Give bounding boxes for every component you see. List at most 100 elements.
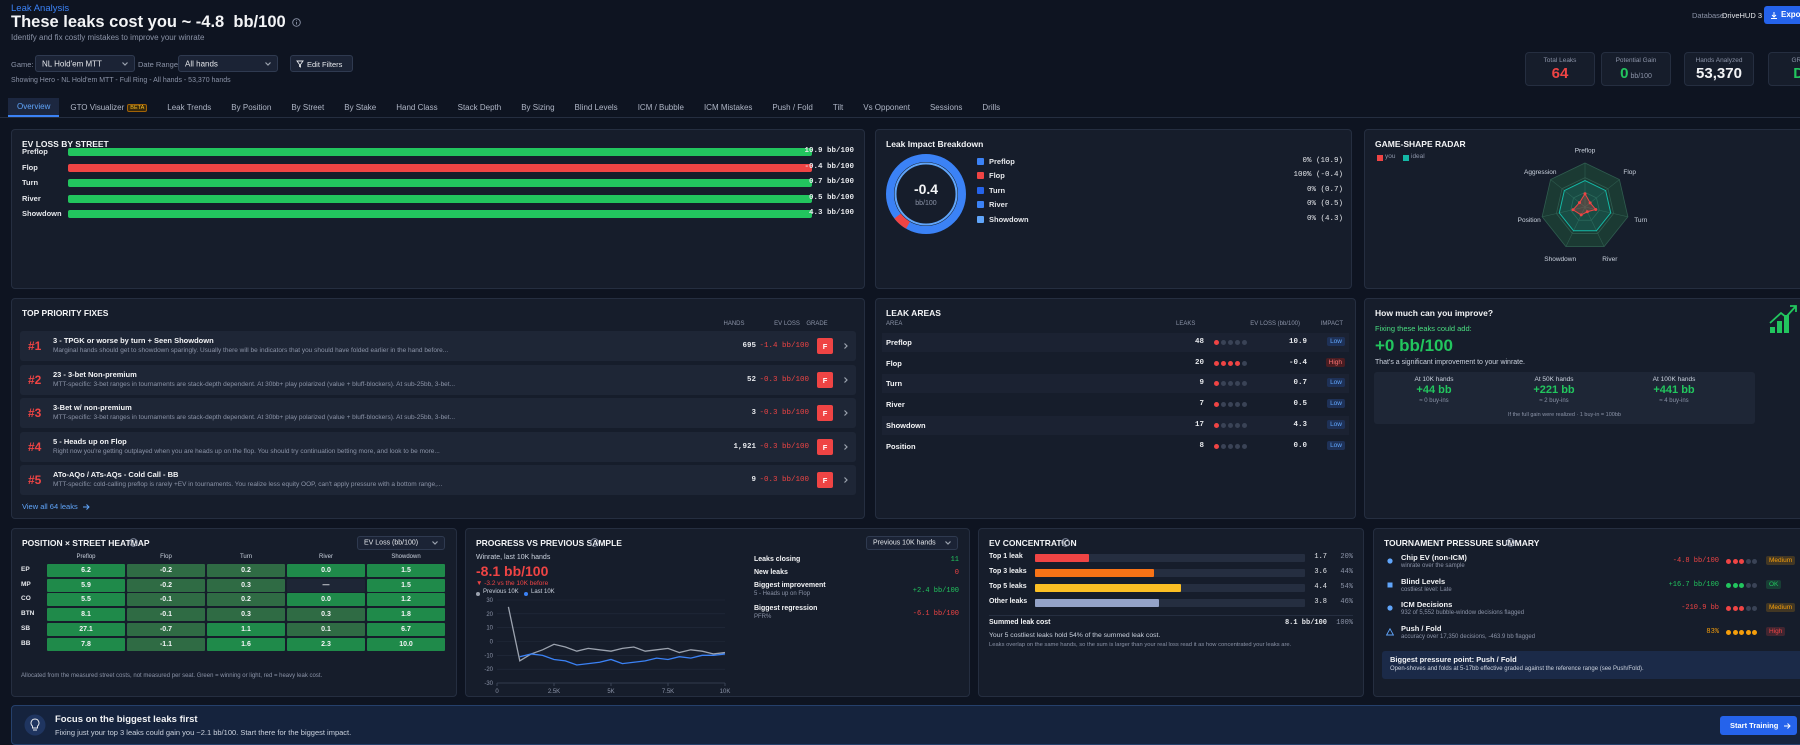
- tab[interactable]: Vs Opponent: [854, 98, 919, 117]
- pressure-dot: [1739, 606, 1744, 611]
- legend-label: Previous 10K: [483, 589, 519, 595]
- divider: [989, 615, 1353, 616]
- info-ring: [1061, 538, 1070, 547]
- fix-row[interactable]: #1 3 - TPGK or worse by turn + Seen Showd…: [20, 331, 856, 361]
- street-label: Preflop: [22, 147, 48, 156]
- heatmap-cell: 1.1: [207, 622, 285, 636]
- pressure-dot: [1732, 606, 1738, 611]
- breadcrumb: Leak Analysis: [11, 3, 70, 14]
- legend-swatch: [977, 201, 984, 209]
- growth-icon: [1769, 305, 1797, 333]
- progress-stat-label: New leaks: [754, 569, 788, 576]
- heatmap-row-label: BTN: [21, 610, 35, 618]
- legend-label: Flop: [989, 171, 1005, 181]
- pressure-detail: accuracy over 17,350 decisions, -463.9 b…: [1401, 633, 1536, 640]
- progress-stat-detail: PFR%: [754, 614, 772, 620]
- radar-spoke: [1584, 206, 1605, 247]
- tab[interactable]: Push / Fold: [763, 98, 821, 117]
- bulb-shape: [30, 718, 40, 731]
- tab[interactable]: By Sizing: [512, 98, 563, 117]
- metric-select[interactable]: EV Loss (bb/100): [357, 536, 445, 550]
- fix-row[interactable]: #4 5 - Heads up on Flop Right now you're g…: [20, 431, 856, 462]
- progress-stat-label: Biggest improvement: [754, 582, 826, 589]
- fix-row[interactable]: #3 3-Bet w/ non-premium MTT-specific: 3-be…: [20, 398, 856, 429]
- impact-badge: Low: [1327, 337, 1345, 346]
- panel-title: How much can you improve?: [1375, 308, 1494, 318]
- panel-title: LEAK AREAS: [886, 308, 941, 318]
- severity-dot: [1228, 340, 1233, 345]
- tab[interactable]: By Street: [282, 98, 333, 117]
- info-dot: [295, 20, 297, 22]
- radar-axis-label: River: [1602, 256, 1618, 263]
- info-ring: [291, 18, 301, 27]
- pressure-dot: [1739, 559, 1744, 564]
- impact-badge: Low: [1327, 419, 1345, 429]
- pressure-dot: [1732, 582, 1738, 588]
- radar-axis-label: Showdown: [1544, 256, 1576, 263]
- chevron-icon: [844, 410, 848, 417]
- compare-select[interactable]: Previous 10K hands: [866, 536, 958, 550]
- status-icon: [1387, 558, 1393, 564]
- street-label: Flop: [22, 162, 38, 172]
- heatmap-cell: 0.3: [287, 608, 365, 622]
- tab[interactable]: By Position: [222, 98, 280, 117]
- chevron-icon: [432, 541, 438, 545]
- x-tick-label: 5K: [607, 689, 614, 695]
- improve-lead: Fixing these leaks could add:: [1375, 324, 1472, 333]
- panel-title: EV LOSS BY STREET: [22, 139, 109, 149]
- start-training-button[interactable]: Start Training: [1720, 716, 1797, 735]
- export-button[interactable]: Export: [1764, 6, 1800, 24]
- heatmap-row-label: CO: [21, 595, 31, 603]
- projection-gain: +221 bb: [1533, 384, 1575, 396]
- leak-areas-panel: LEAK AREAS AREA LEAKS EV LOSS (bb/100) IMPAC…: [875, 298, 1356, 519]
- bulb-icon: [24, 714, 46, 736]
- radar-ring: [1570, 191, 1600, 221]
- heatmap-cell: 1.8: [367, 608, 445, 622]
- tab[interactable]: Stack Depth: [449, 98, 511, 117]
- concentration-value: 3.8: [1314, 598, 1327, 606]
- tab[interactable]: Hand Class: [387, 98, 446, 117]
- donut-flop-arc: [886, 154, 966, 234]
- fix-row[interactable]: #2 23 - 3-bet Non-premium MTT-specific: 3-…: [20, 364, 856, 395]
- game-select[interactable]: NL Hold'em MTT: [35, 55, 135, 72]
- tab[interactable]: Drills: [973, 98, 1009, 117]
- date-select[interactable]: All hands: [178, 55, 278, 72]
- heatmap-column: Showdown: [391, 554, 421, 560]
- impact-badge: Low: [1327, 440, 1345, 450]
- tab[interactable]: Leak Trends: [158, 98, 220, 117]
- tab[interactable]: Sessions: [921, 98, 971, 117]
- tab[interactable]: Tilt: [824, 98, 852, 117]
- street-label: Showdown: [22, 209, 62, 218]
- tab[interactable]: ICM / Bubble: [629, 98, 693, 117]
- row-icon: [1387, 582, 1393, 587]
- grade-text: F: [822, 375, 828, 385]
- radar-point: [1577, 201, 1581, 205]
- grade-badge: F: [817, 405, 833, 422]
- series-line: [519, 653, 726, 666]
- area-leaks: 48: [1194, 338, 1204, 346]
- legend-value: 0% (4.3): [1306, 214, 1343, 223]
- tab[interactable]: Overview: [8, 98, 60, 117]
- fix-rank: #4: [28, 439, 42, 454]
- fix-name: ATo-AQo / ATs-AQs - Cold Call - BB: [53, 470, 179, 480]
- tab[interactable]: Blind Levels: [566, 98, 627, 117]
- tab[interactable]: ICM Mistakes: [695, 98, 761, 117]
- area-ev-loss: 0.5: [1293, 400, 1307, 409]
- fix-row[interactable]: #5 ATo-AQo / ATs-AQs - Cold Call - BB MTT-…: [20, 465, 856, 496]
- edit-filters-button[interactable]: Edit Filters: [290, 55, 353, 72]
- tab[interactable]: By Stake: [335, 98, 385, 117]
- tab[interactable]: GTO Visualizer BETA: [61, 98, 156, 117]
- fix-hands: 9: [751, 476, 756, 485]
- severity-dots: [1214, 340, 1247, 345]
- area-name: Preflop: [886, 338, 912, 347]
- heatmap-cell: 1.5: [367, 564, 445, 577]
- projection-box: At 10K hands +44 bb ≈ 0 buy-ins At 50K hand…: [1374, 372, 1755, 424]
- view-all-link[interactable]: View all 64 leaks: [22, 502, 90, 511]
- concentration-share: 20%: [1340, 553, 1353, 561]
- legend-value: 100% (-0.4): [1293, 171, 1343, 180]
- panel-title: EV CONCENTRATION: [989, 538, 1077, 548]
- column-header: LEAKS: [1176, 321, 1196, 327]
- tab-bar: Overview GTO Visualizer BETA Leak Trends By …: [8, 98, 1009, 117]
- pressure-panel: TOURNAMENT PRESSURE SUMMARY Chip EV (non-…: [1373, 528, 1800, 697]
